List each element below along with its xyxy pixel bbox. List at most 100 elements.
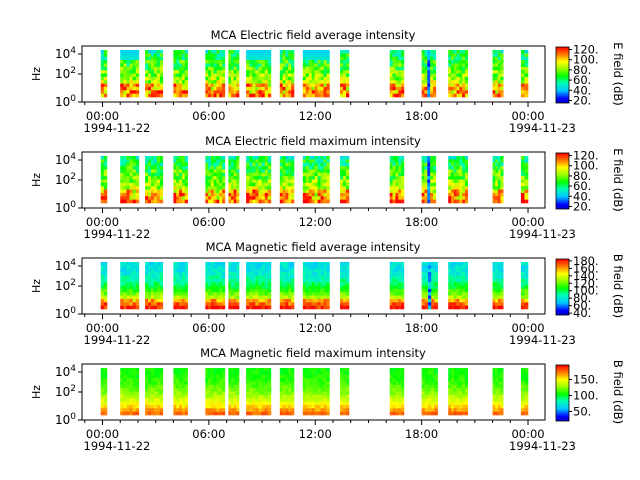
spectrogram-cell (126, 172, 130, 177)
spectrogram-cell (222, 192, 226, 197)
spectrogram-cell (421, 282, 426, 286)
spectrogram-cell (282, 80, 286, 84)
spectrogram-cell (210, 70, 214, 74)
spectrogram-cell (524, 86, 529, 91)
spectrogram-cell (148, 275, 152, 280)
spectrogram-cell (456, 295, 460, 300)
spectrogram-cell (500, 192, 504, 197)
spectrogram-cell (434, 292, 438, 296)
spectrogram-cell (145, 70, 149, 74)
spectrogram-cell (208, 179, 212, 184)
spectrogram-cell (464, 302, 469, 306)
spectrogram-cell (459, 93, 463, 98)
spectrogram-cell (126, 186, 130, 190)
spectrogram-cell (150, 196, 155, 200)
spectrogram-cell (261, 282, 266, 286)
spectrogram-cell (427, 166, 431, 170)
spectrogram-cell (231, 272, 234, 276)
spectrogram-cell (302, 292, 307, 296)
spectrogram-cell (205, 285, 209, 290)
spectrogram-cell (213, 374, 217, 379)
spectrogram-cell (434, 401, 438, 406)
spectrogram-cell (495, 371, 499, 376)
spectrogram-cell (252, 391, 256, 396)
spectrogram-cell (500, 156, 504, 160)
spectrogram-cell (500, 73, 504, 78)
spectrogram-cell (246, 56, 250, 61)
spectrogram-cell (520, 66, 525, 71)
spectrogram-cell (340, 196, 344, 200)
spectrogram-cell (495, 53, 499, 58)
spectrogram-cell (150, 199, 155, 204)
spectrogram-cell (427, 199, 431, 204)
spectrogram-cell (173, 179, 177, 184)
spectrogram-cell (448, 295, 452, 300)
spectrogram-cell (279, 76, 283, 81)
spectrogram-cell (343, 86, 347, 91)
spectrogram-cell (103, 76, 108, 81)
spectrogram-cell (320, 86, 324, 91)
spectrogram-cell (258, 76, 262, 81)
spectrogram-cell (205, 63, 209, 68)
spectrogram-cell (261, 398, 266, 402)
spectrogram-cell (285, 368, 289, 372)
spectrogram-cell (219, 278, 223, 283)
spectrogram-cell (282, 391, 286, 396)
spectrogram-cell (456, 272, 460, 276)
spectrogram-cell (459, 83, 463, 88)
spectrogram-cell (305, 182, 310, 187)
spectrogram-cell (401, 368, 405, 372)
spectrogram-cell (492, 73, 496, 78)
spectrogram-cell (231, 179, 234, 184)
spectrogram-cell (345, 66, 350, 71)
spectrogram-cell (228, 278, 232, 283)
spectrogram-cell (179, 199, 183, 204)
spectrogram-cell (431, 401, 435, 406)
spectrogram-cell (424, 63, 428, 68)
spectrogram-cell (267, 401, 272, 406)
spectrogram-cell (279, 285, 283, 290)
spectrogram-cell (233, 60, 237, 64)
spectrogram-cell (222, 93, 226, 98)
spectrogram-cell (282, 388, 286, 392)
spectrogram-cell (148, 172, 152, 177)
spectrogram-cell (249, 285, 253, 290)
spectrogram-cell (395, 282, 399, 286)
spectrogram-cell (213, 53, 217, 58)
spectrogram-cell (392, 265, 396, 270)
spectrogram-cell (205, 398, 209, 402)
spectrogram-cell (492, 388, 496, 392)
spectrogram-cell (308, 196, 313, 200)
spectrogram-cell (148, 292, 152, 296)
colorbar-tick-label: 60. (573, 73, 591, 87)
spectrogram-cell (462, 156, 466, 160)
spectrogram-cell (216, 394, 220, 399)
spectrogram-cell (173, 93, 177, 98)
spectrogram-cell (123, 384, 127, 389)
spectrogram-cell (150, 292, 155, 296)
spectrogram-cell (120, 262, 124, 266)
spectrogram-cell (150, 381, 155, 386)
spectrogram-cell (231, 381, 234, 386)
spectrogram-cell (392, 66, 396, 71)
spectrogram-cell (233, 272, 237, 276)
spectrogram-cell (317, 394, 321, 399)
spectrogram-cell (205, 53, 209, 58)
spectrogram-cell (153, 182, 158, 187)
spectrogram-cell (459, 398, 463, 402)
x-date-end: 1994-11-23 (509, 121, 576, 135)
spectrogram-cell (179, 398, 183, 402)
spectrogram-cell (120, 172, 124, 177)
spectrogram-cell (173, 70, 177, 74)
spectrogram-cell (288, 381, 292, 386)
spectrogram-cell (520, 278, 525, 283)
spectrogram-cell (135, 368, 140, 372)
spectrogram-cell (249, 272, 253, 276)
spectrogram-cell (456, 408, 460, 412)
spectrogram-cell (261, 292, 266, 296)
spectrogram-cell (181, 199, 186, 204)
spectrogram-cell (126, 394, 130, 399)
spectrogram-cell (249, 394, 253, 399)
spectrogram-cell (246, 166, 250, 170)
spectrogram-cell (430, 169, 434, 174)
